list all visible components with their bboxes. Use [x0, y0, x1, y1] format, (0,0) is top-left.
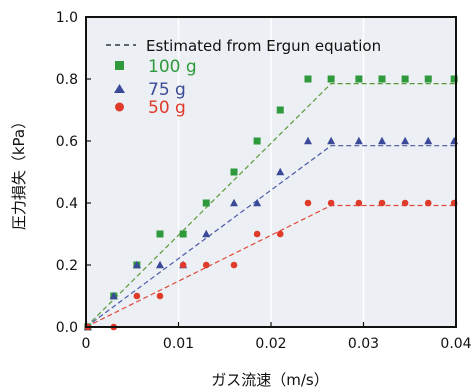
y-tick-label: 0.2: [56, 258, 78, 274]
y-tick-label: 0.0: [56, 320, 78, 336]
point-50g: [156, 292, 164, 300]
y-tick-label: 0.8: [56, 72, 78, 88]
point-75g: [253, 198, 262, 207]
point-100g: [327, 75, 335, 83]
axis-ticks: [85, 16, 457, 328]
legend-label-100g: 100 g: [148, 57, 197, 77]
point-100g: [401, 75, 409, 83]
point-50g: [401, 199, 409, 207]
x-tick-label: 0: [82, 336, 91, 352]
point-50g: [202, 261, 210, 269]
point-100g: [450, 75, 458, 83]
point-50g: [304, 199, 312, 207]
legend-marker-75g: [114, 84, 125, 93]
y-tick-label: 0.6: [56, 134, 78, 150]
point-50g: [378, 199, 386, 207]
point-100g: [179, 230, 187, 238]
point-75g: [401, 136, 410, 145]
legend-marker-50g: [115, 102, 124, 112]
point-75g: [354, 136, 363, 145]
y-axis-label: 圧力損失（kPa）: [10, 114, 28, 230]
point-100g: [230, 168, 238, 176]
point-50g: [133, 292, 141, 300]
point-100g: [304, 75, 312, 83]
point-50g: [230, 261, 238, 269]
point-75g: [424, 136, 433, 145]
point-100g: [276, 106, 284, 114]
legend-label-75g: 75 g: [148, 80, 186, 100]
x-tick-label: 0.01: [163, 336, 194, 352]
fit-line-100g: [85, 82, 456, 328]
point-50g: [355, 199, 363, 207]
point-100g: [355, 75, 363, 83]
point-50g: [424, 199, 432, 207]
point-75g: [327, 136, 336, 145]
point-50g: [253, 230, 261, 238]
point-75g: [304, 136, 312, 145]
point-50g: [327, 199, 335, 207]
legend-label-50g: 50 g: [148, 98, 186, 118]
point-75g: [378, 136, 386, 145]
point-100g: [424, 75, 432, 83]
point-75g: [276, 167, 285, 176]
fit-line-75g: [85, 145, 456, 328]
y-tick-label: 1.0: [56, 10, 78, 26]
x-axis-label: ガス流速（m/s）: [211, 371, 328, 389]
point-100g: [156, 230, 164, 238]
x-tick-label: 0.03: [348, 336, 379, 352]
point-50g: [276, 230, 284, 238]
point-75g: [109, 291, 118, 300]
data-points: [83, 75, 459, 331]
tick-labels: 0 0.01 0.02 0.03 0.04 0.0 0.2 0.4 0.6 0.8 1.0: [56, 10, 472, 352]
point-75g: [202, 229, 211, 238]
point-50g: [179, 261, 187, 269]
legend-fit-label: Estimated from Ergun equation: [146, 37, 381, 55]
legend: Estimated from Ergun equation 100 g 75 g…: [106, 37, 381, 118]
legend-marker-100g: [115, 61, 124, 70]
point-75g: [156, 260, 164, 269]
gridlines: [177, 17, 365, 327]
point-100g: [378, 75, 386, 83]
y-tick-label: 0.4: [56, 196, 78, 212]
point-100g: [253, 137, 261, 145]
point-75g: [230, 198, 238, 207]
point-100g: [202, 199, 210, 207]
x-tick-label: 0.04: [440, 336, 471, 352]
point-75g: [132, 260, 141, 269]
x-tick-label: 0.02: [255, 336, 286, 352]
